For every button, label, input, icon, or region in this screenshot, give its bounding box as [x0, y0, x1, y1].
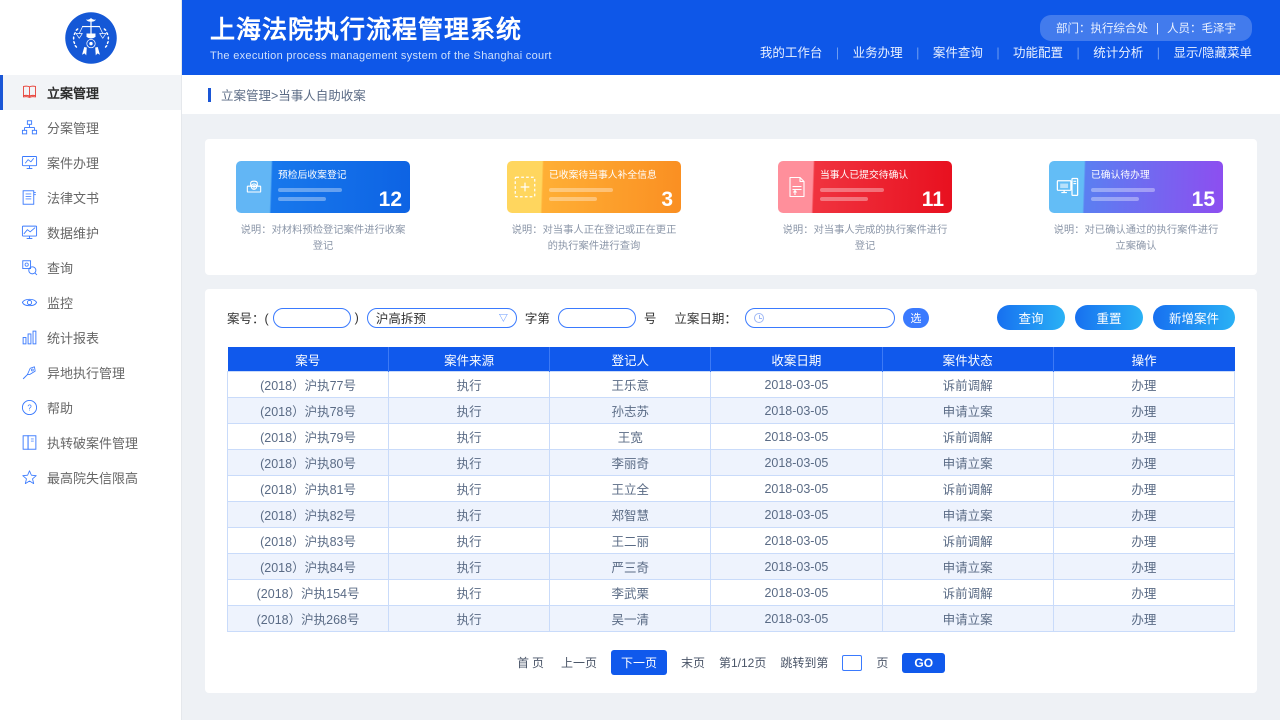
svg-text:?: ? [27, 404, 32, 413]
